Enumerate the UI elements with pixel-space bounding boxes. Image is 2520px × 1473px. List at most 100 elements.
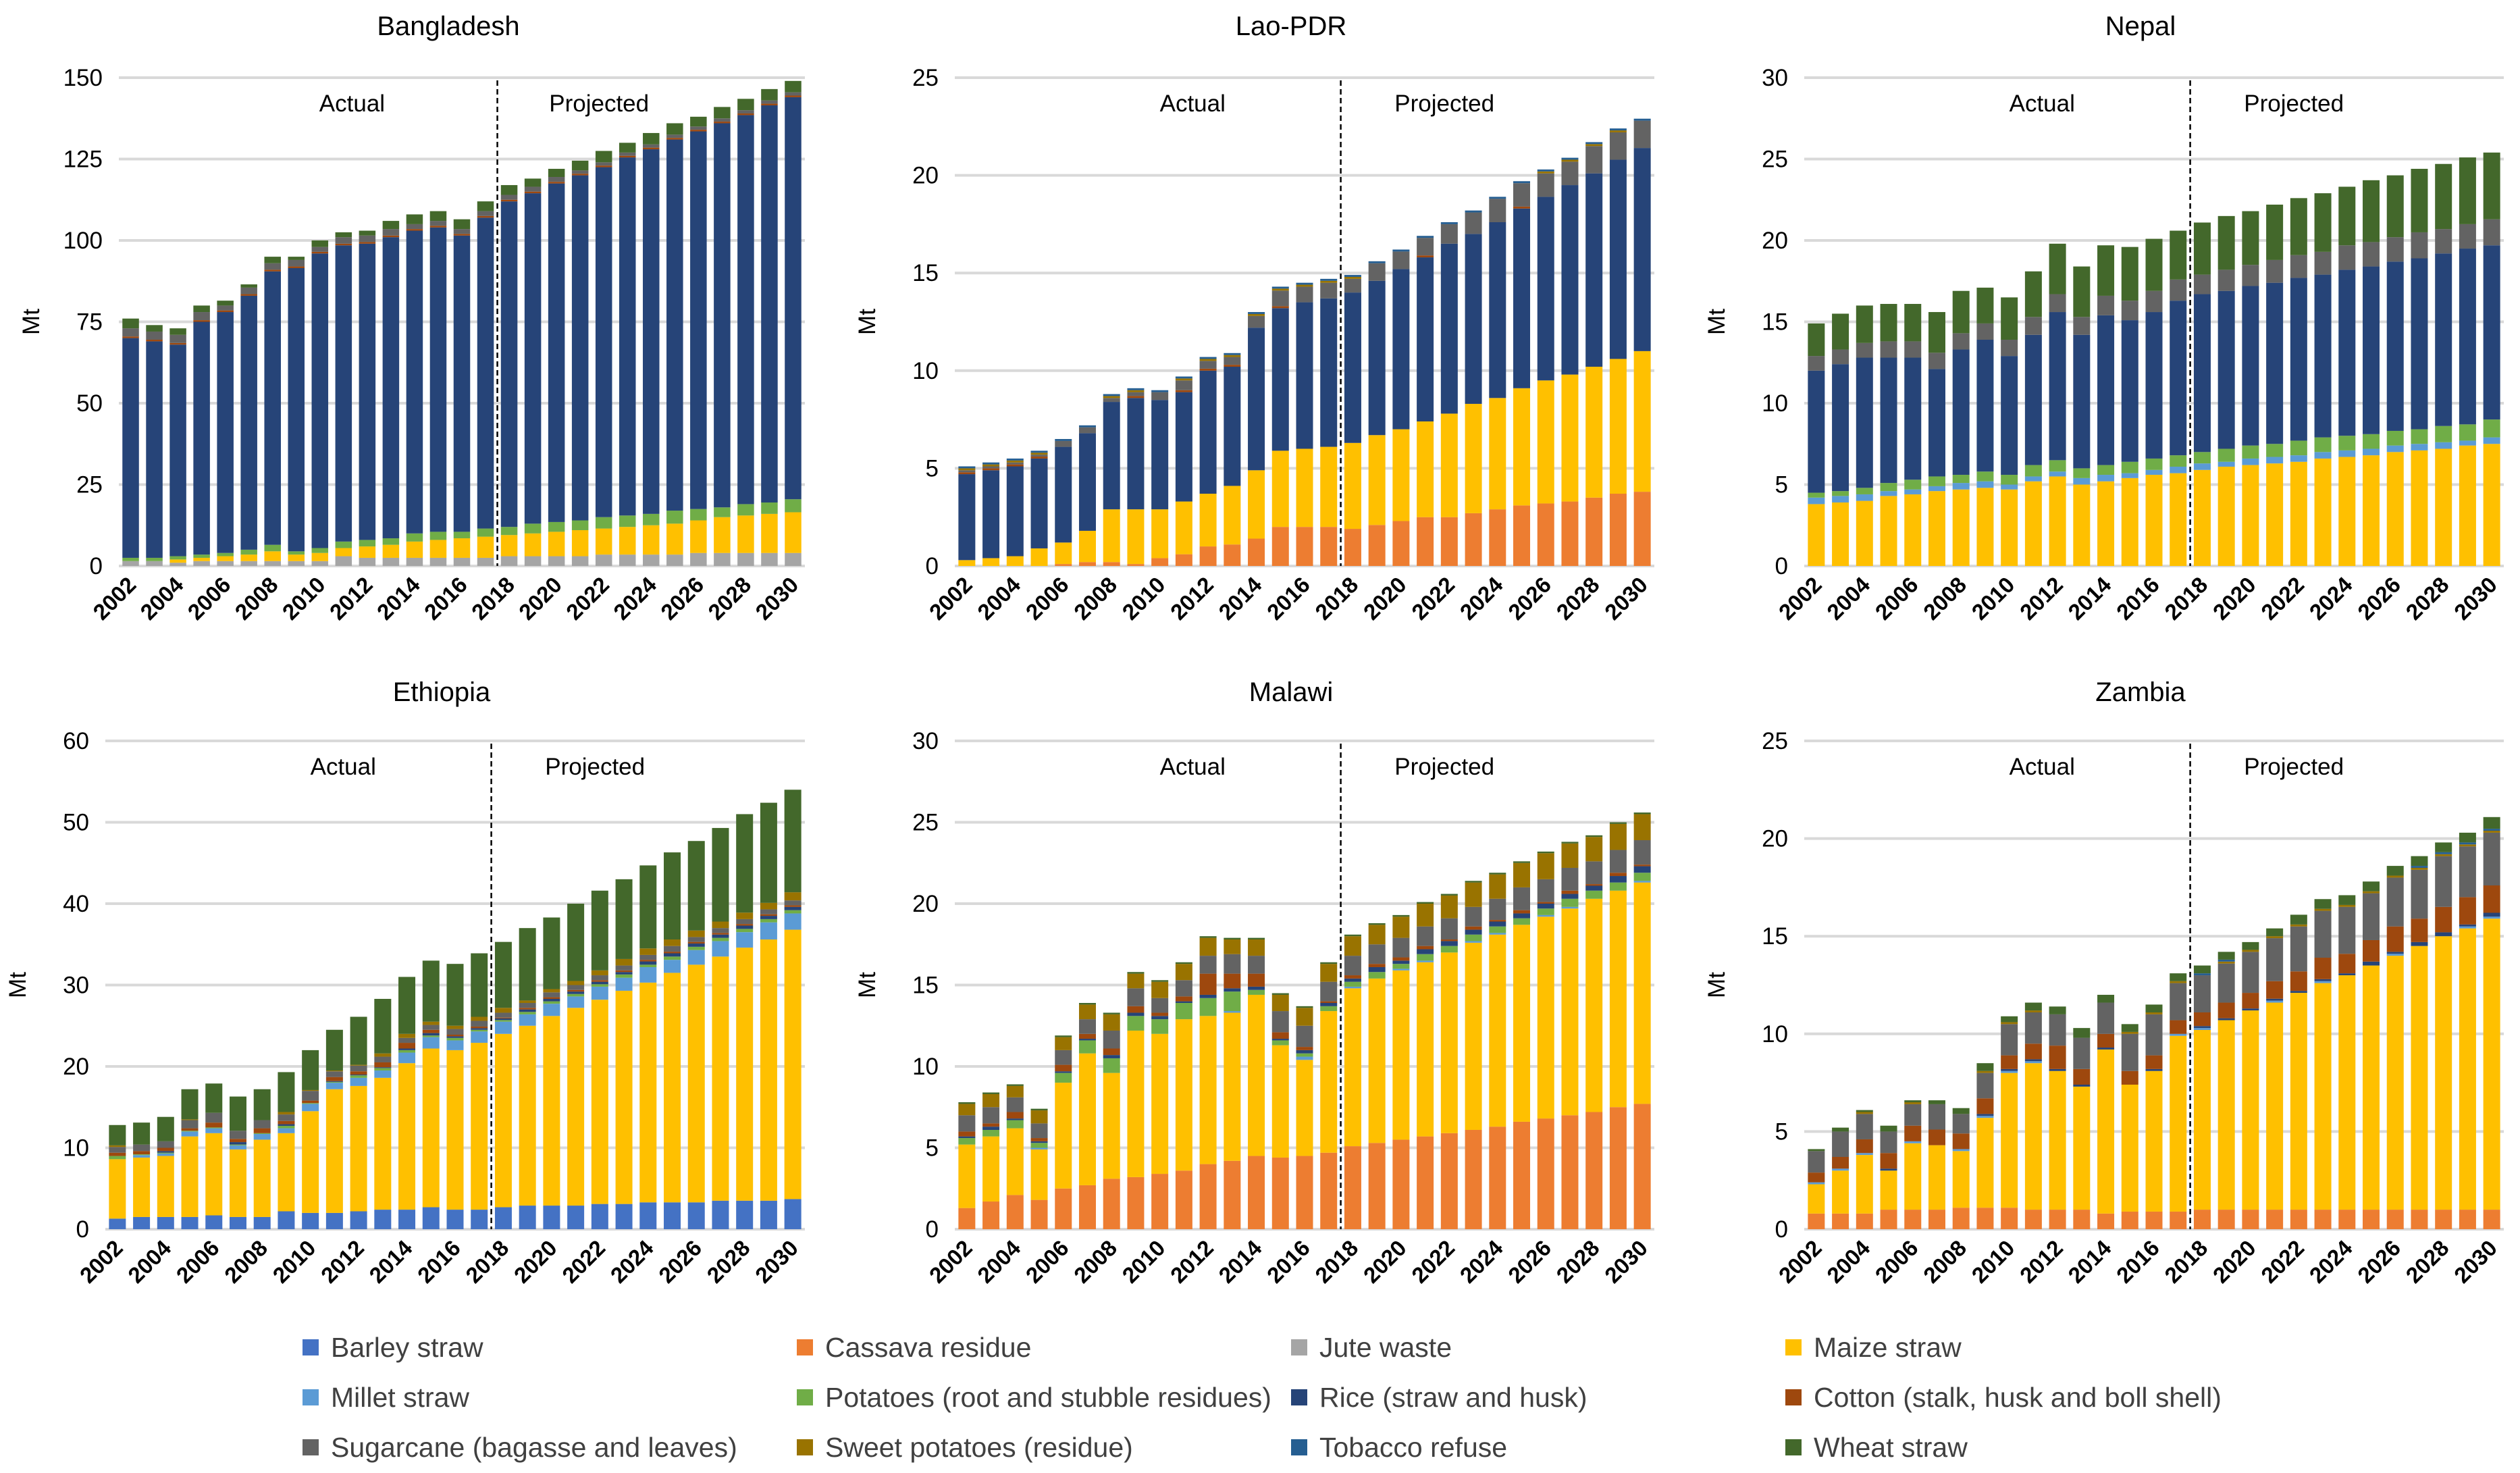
bar-segment	[1489, 921, 1506, 927]
bar-segment	[1856, 1155, 1873, 1214]
bar-segment	[109, 1125, 126, 1145]
bar-segment	[1465, 934, 1482, 941]
bar-segment	[1055, 446, 1072, 543]
x-tick-label: 2014	[2063, 571, 2116, 625]
bar-segment	[288, 267, 305, 552]
bar-segment	[1271, 288, 1289, 291]
bar-segment	[2386, 237, 2404, 262]
bar-segment	[1513, 862, 1531, 887]
bar-segment	[2121, 301, 2138, 321]
bar-segment	[1808, 1213, 1825, 1229]
bar-segment	[2290, 278, 2307, 441]
bar-segment	[1609, 882, 1627, 891]
bar-segment	[2363, 455, 2380, 566]
bar-segment	[2001, 1016, 2018, 1023]
bar-segment	[1030, 455, 1048, 457]
x-tick-label: 2010	[278, 572, 330, 625]
bar-segment	[1030, 548, 1048, 566]
bar-segment	[1078, 1185, 1096, 1229]
bar-segment	[1151, 981, 1169, 998]
bar-segment	[2290, 971, 2307, 991]
x-tick-label: 2010	[1118, 1235, 1170, 1288]
bar-segment	[453, 229, 471, 234]
bar-segment	[1808, 1172, 1825, 1183]
bar-segment	[1561, 898, 1579, 907]
bar-segment	[1537, 380, 1554, 504]
bar-segment	[1296, 284, 1313, 287]
bar-segment	[1976, 1208, 1994, 1229]
bar-segment	[2193, 469, 2211, 566]
bar-segment	[615, 977, 633, 991]
bar-segment	[2266, 1210, 2284, 1229]
bar-segment	[1832, 1127, 1849, 1132]
y-tick-label: 10	[63, 1135, 89, 1162]
x-tick-label: 2012	[316, 1235, 369, 1288]
bar-segment	[1585, 885, 1603, 891]
bar-segment	[229, 1096, 246, 1131]
bar-segment	[477, 557, 494, 566]
bar-segment	[1609, 876, 1627, 883]
bar-segment	[406, 224, 423, 230]
bar-segment	[2049, 460, 2066, 472]
legend-item-millet: Millet straw	[303, 1377, 469, 1418]
bar-segment	[1055, 1188, 1072, 1229]
x-tick-label: 2030	[1600, 572, 1652, 625]
bar-segment	[2024, 1210, 2042, 1229]
bar-segment	[446, 1036, 464, 1038]
bar-segment	[2170, 1020, 2187, 1034]
bar-segment	[1127, 1012, 1145, 1016]
bar-segment	[639, 948, 657, 955]
bar-segment	[229, 1139, 246, 1143]
annotation-projected: Projected	[1394, 754, 1494, 780]
annotation-actual: Actual	[2010, 91, 2075, 117]
bar-segment	[1928, 369, 1945, 477]
bar-segment	[2483, 885, 2500, 913]
legend-swatch	[1785, 1339, 1802, 1355]
bar-segment	[567, 1008, 585, 1206]
bar-segment	[760, 909, 777, 914]
bar-segment	[133, 1216, 151, 1229]
bar-segment	[1030, 453, 1048, 455]
bar-segment	[958, 1144, 976, 1208]
bar-segment	[109, 1145, 126, 1147]
bar-segment	[1537, 197, 1554, 381]
bar-segment	[350, 1071, 367, 1075]
bar-segment	[567, 1206, 585, 1229]
bar-segment	[1078, 1053, 1096, 1185]
bar-segment	[524, 193, 542, 524]
bar-segment	[2217, 466, 2235, 566]
bar-segment	[1440, 952, 1458, 1133]
bar-segment	[2121, 1211, 2138, 1229]
bar-segment	[1561, 843, 1579, 868]
bar-segment	[1271, 450, 1289, 527]
x-tick-label: 2026	[1503, 1235, 1556, 1288]
bar-segment	[1952, 489, 1970, 566]
bar-segment	[1199, 937, 1217, 956]
bar-segment	[1537, 902, 1554, 904]
bar-segment	[1103, 396, 1120, 398]
bar-segment	[2242, 1010, 2259, 1210]
bar-segment	[1320, 280, 1338, 283]
bar-segment	[359, 557, 376, 566]
bar-segment	[1585, 173, 1603, 367]
x-tick-label: 2016	[1262, 572, 1315, 625]
bar-segment	[982, 558, 1000, 566]
bar-segment	[2193, 1210, 2211, 1229]
x-tick-label: 2004	[1822, 571, 1875, 625]
bar-segment	[217, 561, 234, 566]
x-tick-label: 2012	[325, 572, 377, 625]
bar-segment	[398, 1043, 416, 1049]
y-tick-label: 20	[912, 163, 939, 189]
bar-segment	[1489, 934, 1506, 1127]
bar-segment	[1055, 564, 1072, 566]
bar-segment	[2145, 1014, 2163, 1056]
x-tick-label: 2022	[2256, 1235, 2309, 1288]
bar-segment	[122, 336, 139, 338]
bar-segment	[1078, 1039, 1096, 1041]
bar-segment	[615, 1204, 633, 1229]
bar-segment	[1271, 306, 1289, 309]
bar-segment	[664, 960, 681, 973]
bar-segment	[1392, 251, 1410, 269]
chart-title: Zambia	[2095, 677, 2186, 707]
bar-segment	[350, 1065, 367, 1072]
